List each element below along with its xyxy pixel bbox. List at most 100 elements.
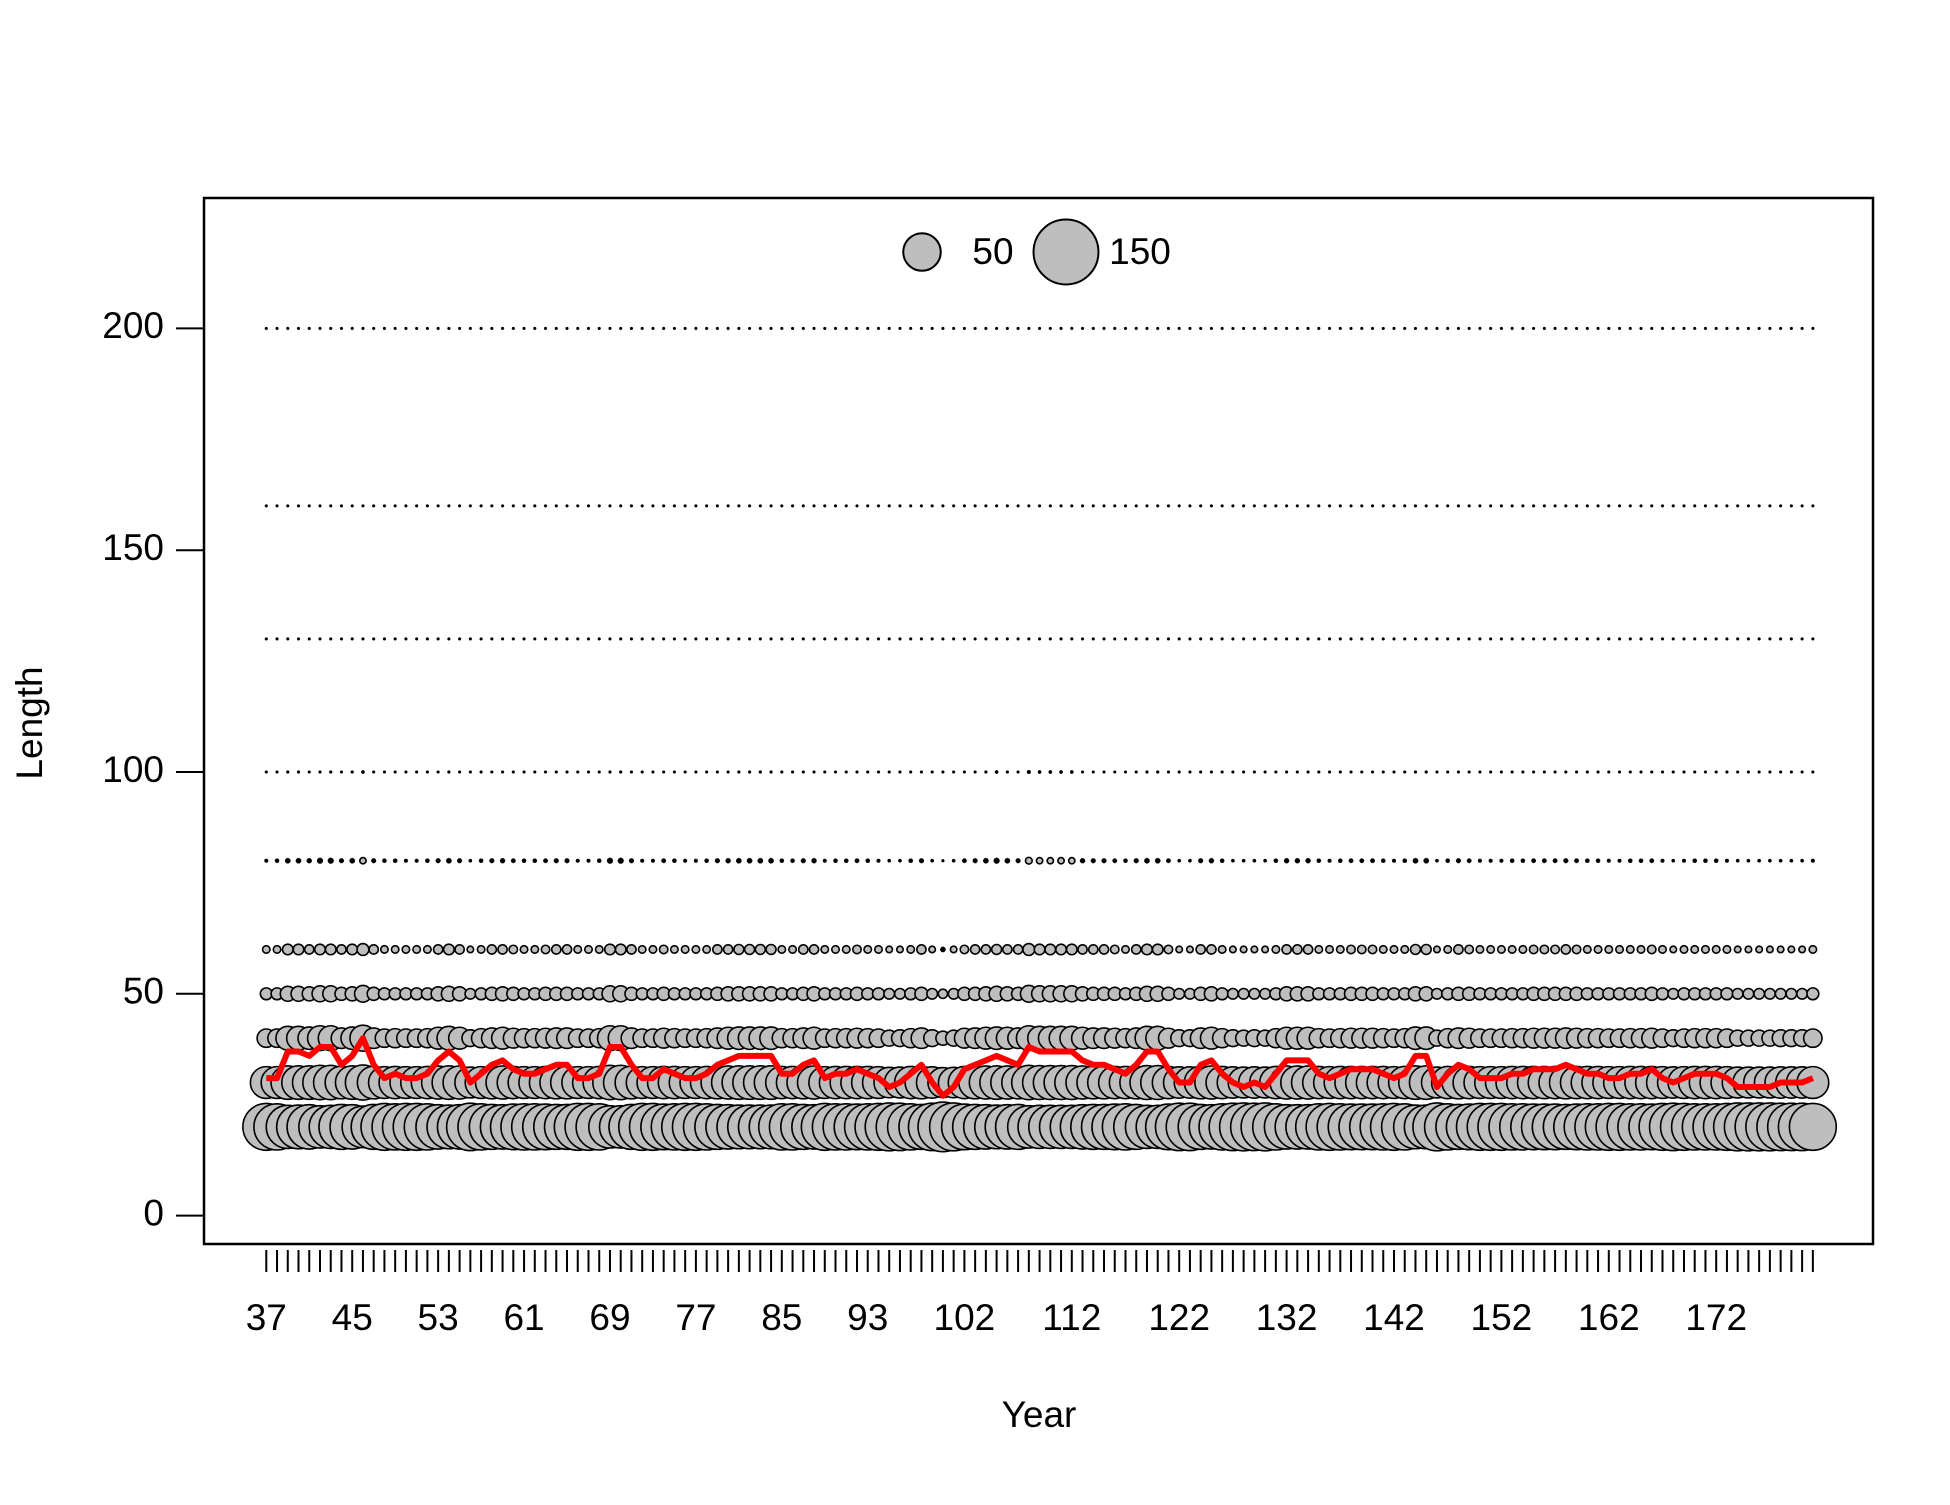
bubble: [1811, 637, 1815, 641]
bubble: [972, 858, 978, 864]
bubble: [1736, 326, 1740, 331]
bubble: [1552, 858, 1558, 864]
bubble: [1725, 637, 1729, 641]
bubble: [1400, 944, 1410, 954]
bubble: [737, 504, 741, 508]
bubble: [1671, 858, 1676, 863]
bubble: [1242, 637, 1246, 641]
bubble: [1650, 770, 1654, 774]
bubble: [1528, 944, 1539, 955]
y-tick-label: 50: [123, 971, 164, 1012]
bubble: [865, 858, 870, 863]
bubble: [1263, 326, 1267, 331]
bubble: [1263, 858, 1267, 863]
mean-line: [266, 1035, 1815, 1099]
y-axis-label: Length: [9, 666, 50, 779]
bubble: [533, 504, 537, 508]
x-tick-label: 122: [1148, 1297, 1210, 1338]
bubble: [565, 326, 569, 331]
bubble: [1639, 770, 1643, 774]
bubble: [1037, 637, 1042, 641]
bubble: [876, 326, 881, 331]
bubble: [800, 858, 806, 864]
bubble: [1521, 504, 1525, 508]
bubble: [1532, 770, 1536, 774]
bubble: [1671, 326, 1675, 331]
bubble: [1306, 770, 1310, 774]
x-tick-label: 132: [1256, 1297, 1318, 1338]
bubble: [404, 504, 408, 508]
bubble: [930, 858, 935, 863]
bubble: [650, 858, 656, 863]
bubble: [272, 944, 282, 954]
bubble: [1370, 504, 1375, 508]
bubble: [969, 944, 981, 955]
bubble: [264, 326, 268, 331]
bubble: [1800, 637, 1804, 641]
bubble: [318, 326, 322, 331]
bubble: [1720, 987, 1734, 1001]
bubble: [1284, 326, 1289, 331]
bubble: [1252, 858, 1257, 863]
bubble: [737, 326, 741, 331]
bubble: [550, 944, 562, 955]
bubble: [261, 944, 271, 954]
bubble: [1413, 770, 1418, 774]
bubble: [1682, 326, 1686, 331]
bubble: [1185, 945, 1194, 954]
bubble: [995, 504, 999, 508]
bubble: [683, 858, 688, 863]
bubble: [926, 987, 939, 1000]
bubble: [1317, 326, 1321, 331]
bubble: [1722, 944, 1732, 954]
bubble: [1667, 987, 1680, 1000]
bubble: [1435, 326, 1439, 331]
bubble: [543, 326, 548, 331]
bubble: [1660, 637, 1665, 641]
bubble: [447, 637, 451, 641]
bubble: [393, 326, 397, 331]
bubble: [1693, 637, 1697, 641]
bubble: [887, 637, 891, 641]
bubble: [1553, 637, 1557, 641]
bubble: [629, 770, 634, 774]
bubble: [691, 944, 701, 954]
bubble: [1263, 770, 1267, 774]
bubble: [1231, 504, 1235, 508]
bubble: [264, 770, 268, 774]
bubble: [973, 637, 977, 641]
bubble: [422, 944, 432, 954]
bubble: [1800, 858, 1804, 863]
bubble: [508, 944, 519, 955]
bubble: [1489, 504, 1493, 508]
bubble: [1682, 637, 1686, 641]
bubble: [1208, 858, 1215, 864]
bubble: [949, 945, 958, 954]
bubble: [812, 504, 816, 508]
bubble: [876, 770, 881, 774]
bubble: [823, 637, 827, 641]
bubble: [962, 326, 966, 331]
bubble: [1403, 326, 1407, 331]
bubble: [640, 637, 644, 641]
bubble: [1800, 770, 1804, 774]
bubble: [329, 504, 333, 508]
bubble: [866, 326, 870, 331]
x-tick-label: 37: [246, 1297, 287, 1338]
bubble: [1757, 770, 1761, 774]
bubble: [823, 504, 827, 508]
bubble: [866, 637, 870, 641]
x-tick-label: 45: [332, 1297, 373, 1338]
bubble: [597, 637, 601, 641]
bubble: [1274, 326, 1278, 331]
bubble: [1742, 987, 1755, 1000]
bubble: [479, 637, 483, 641]
bubble: [327, 857, 334, 864]
bubble: [500, 326, 505, 331]
bubble: [1370, 770, 1375, 774]
bubble: [1510, 504, 1514, 508]
bubble: [1785, 987, 1798, 1000]
bubble: [339, 326, 344, 331]
bubble: [432, 944, 444, 955]
bubble: [1294, 858, 1301, 864]
